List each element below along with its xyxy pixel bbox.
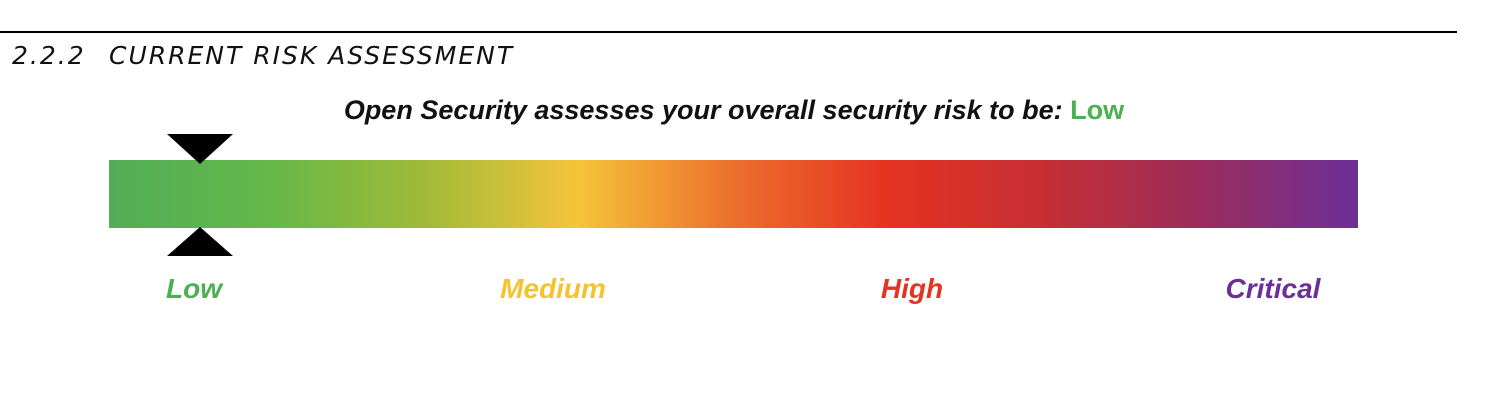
risk-marker-bottom-icon xyxy=(167,227,233,256)
scale-label-low: Low xyxy=(166,273,222,304)
section-heading: 2.2.2 CURRENT RISK ASSESSMENT xyxy=(12,40,514,72)
scale-label-high: High xyxy=(880,273,944,304)
risk-marker-top-icon xyxy=(167,134,233,164)
assessed-risk-level: Low xyxy=(1070,95,1125,125)
risk-gauge xyxy=(109,134,1358,256)
risk-gradient-bar xyxy=(109,160,1358,228)
scale-label-critical: Critical xyxy=(1225,273,1321,304)
risk-statement: Open Security assesses your overall secu… xyxy=(0,93,1468,127)
section-number: 2.2.2 xyxy=(12,41,86,70)
section-title: CURRENT RISK ASSESSMENT xyxy=(109,41,515,70)
risk-statement-text: Open Security assesses your overall secu… xyxy=(343,95,1063,125)
section-divider xyxy=(0,31,1457,33)
scale-label-medium: Medium xyxy=(500,273,606,304)
